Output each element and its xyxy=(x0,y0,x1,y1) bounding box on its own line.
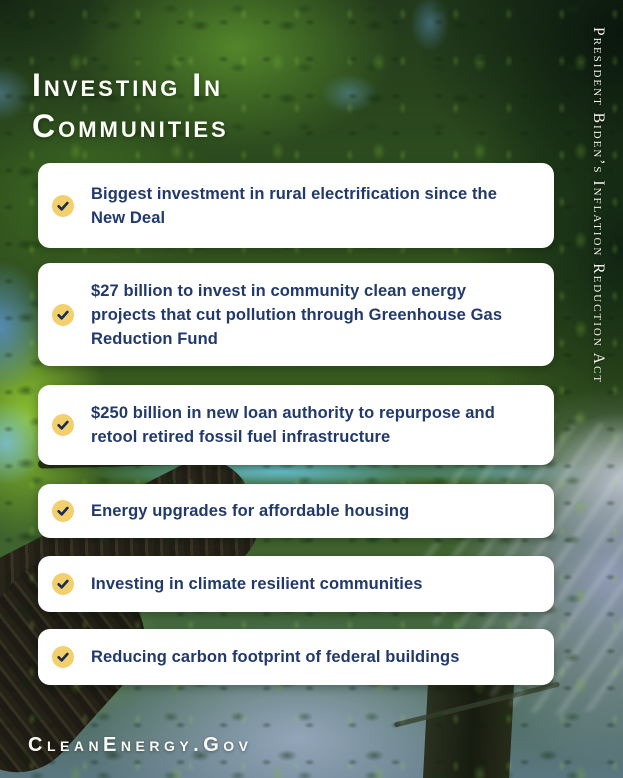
list-item: $250 billion in new loan authority to re… xyxy=(38,385,554,465)
check-icon xyxy=(52,414,74,436)
list-item: $27 billion to invest in community clean… xyxy=(38,263,554,366)
page-title: Investing In Communities xyxy=(32,65,229,147)
check-icon xyxy=(52,303,74,326)
list-item: Investing in climate resilient communiti… xyxy=(38,556,554,612)
footer-site-link[interactable]: CleanEnergy.Gov xyxy=(28,734,253,756)
list-item-text: Energy upgrades for affordable housing xyxy=(91,502,410,520)
check-icon xyxy=(52,194,74,217)
list-item-text: Biggest investment in rural electrificat… xyxy=(91,184,497,227)
title-line-1: Investing In xyxy=(32,67,224,104)
list-item: Energy upgrades for affordable housing xyxy=(38,484,554,538)
check-icon xyxy=(52,500,74,522)
list-item: Reducing carbon footprint of federal bui… xyxy=(38,629,554,685)
title-line-2: Communities xyxy=(32,108,229,145)
list-item-text: $27 billion to invest in community clean… xyxy=(91,281,503,348)
list-item-text: $250 billion in new loan authority to re… xyxy=(91,404,495,446)
list-item: Biggest investment in rural electrificat… xyxy=(38,163,554,248)
side-banner: President Biden’s Inflation Reduction Ac… xyxy=(590,27,607,385)
list-item-text: Reducing carbon footprint of federal bui… xyxy=(91,648,460,666)
check-icon xyxy=(52,646,74,668)
check-icon xyxy=(52,573,74,595)
list-item-text: Investing in climate resilient communiti… xyxy=(91,575,423,593)
